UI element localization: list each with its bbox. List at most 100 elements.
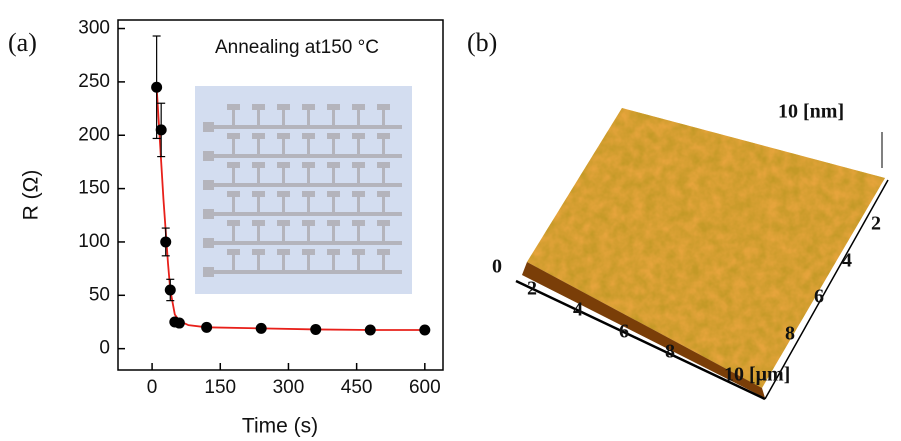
finger: [232, 196, 235, 212]
finger-cap: [252, 133, 265, 139]
x-tick-label: 0: [147, 377, 158, 398]
finger-cap: [352, 249, 365, 255]
finger-cap: [352, 191, 365, 197]
finger-cap: [327, 249, 340, 255]
finger-cap: [227, 104, 240, 110]
finger-cap: [302, 162, 315, 168]
finger: [307, 254, 310, 270]
finger-cap: [227, 220, 240, 226]
finger: [232, 167, 235, 183]
finger: [232, 225, 235, 241]
finger-cap: [277, 249, 290, 255]
y-tick-label: 200: [78, 124, 110, 145]
plot-frame: [117, 19, 444, 371]
y-tick-label: 150: [78, 178, 110, 199]
finger: [307, 138, 310, 154]
finger: [282, 138, 285, 154]
finger-cap: [302, 249, 315, 255]
afm-x-axis: [515, 279, 766, 401]
y-tick-label: 50: [89, 284, 110, 305]
finger-cap: [252, 162, 265, 168]
finger-cap: [377, 104, 390, 110]
finger: [382, 109, 385, 125]
rail: [212, 125, 402, 129]
finger: [307, 109, 310, 125]
finger: [357, 225, 360, 241]
finger: [307, 196, 310, 212]
afm-x-label: 10 [μm]: [724, 364, 790, 386]
pad: [203, 267, 214, 277]
finger: [357, 196, 360, 212]
finger: [332, 167, 335, 183]
finger: [382, 225, 385, 241]
fit-line: [155, 87, 425, 331]
finger-cap: [327, 162, 340, 168]
finger: [282, 109, 285, 125]
finger: [357, 109, 360, 125]
finger: [257, 196, 260, 212]
finger: [357, 138, 360, 154]
finger-cap: [377, 191, 390, 197]
point: [201, 321, 213, 333]
point: [310, 323, 322, 335]
x-tick-label: 300: [273, 377, 305, 398]
panel-label: (a): [8, 28, 37, 57]
rail: [212, 183, 402, 187]
afm-y-label: 8: [785, 323, 795, 345]
x-tick-label: 600: [409, 377, 441, 398]
afm-y-label: 2: [871, 213, 881, 235]
finger: [257, 109, 260, 125]
finger: [257, 225, 260, 241]
afm-x-label: 2: [527, 278, 537, 300]
finger-cap: [277, 133, 290, 139]
point: [160, 236, 172, 248]
afm-texture: [527, 108, 885, 388]
point: [255, 322, 267, 334]
rail: [212, 154, 402, 158]
finger-cap: [227, 249, 240, 255]
afm-y-label: 6: [814, 286, 824, 308]
afm-origin: 0: [492, 256, 502, 278]
finger: [332, 196, 335, 212]
finger: [332, 138, 335, 154]
finger: [307, 167, 310, 183]
finger: [282, 196, 285, 212]
point: [155, 124, 167, 136]
finger: [232, 109, 235, 125]
finger-cap: [277, 162, 290, 168]
afm-y-label: 4: [842, 250, 852, 272]
finger: [282, 225, 285, 241]
finger: [282, 254, 285, 270]
afm-x-label: 8: [665, 341, 675, 363]
inset-background: [195, 86, 412, 294]
finger: [382, 254, 385, 270]
electrode-pattern: [203, 104, 402, 277]
finger-cap: [252, 104, 265, 110]
finger: [357, 254, 360, 270]
finger: [382, 138, 385, 154]
afm-edge: [522, 262, 765, 398]
finger: [332, 225, 335, 241]
point: [419, 324, 431, 336]
afm-y-axis: [764, 179, 889, 400]
pad: [203, 209, 214, 219]
y-tick-label: 300: [78, 18, 110, 39]
point: [173, 317, 185, 329]
finger-cap: [252, 220, 265, 226]
finger: [357, 167, 360, 183]
finger: [382, 167, 385, 183]
finger-cap: [377, 220, 390, 226]
finger-cap: [352, 133, 365, 139]
finger-cap: [327, 220, 340, 226]
finger-cap: [252, 191, 265, 197]
finger-cap: [377, 249, 390, 255]
finger: [382, 196, 385, 212]
rail: [212, 212, 402, 216]
finger: [257, 167, 260, 183]
finger-cap: [252, 249, 265, 255]
point: [164, 284, 176, 296]
panel-label: (b): [467, 28, 497, 57]
finger: [232, 254, 235, 270]
finger-cap: [227, 162, 240, 168]
